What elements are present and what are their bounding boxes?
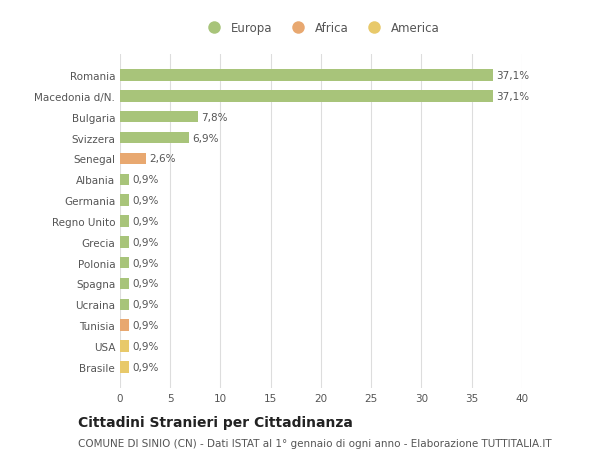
Text: 0,9%: 0,9% — [132, 258, 158, 268]
Text: 0,9%: 0,9% — [132, 196, 158, 206]
Bar — [120, 361, 129, 373]
Text: COMUNE DI SINIO (CN) - Dati ISTAT al 1° gennaio di ogni anno - Elaborazione TUTT: COMUNE DI SINIO (CN) - Dati ISTAT al 1° … — [78, 438, 551, 448]
Bar — [120, 341, 129, 352]
Bar — [120, 112, 199, 123]
Text: 6,9%: 6,9% — [193, 133, 219, 143]
Bar — [120, 153, 146, 165]
Text: Cittadini Stranieri per Cittadinanza: Cittadini Stranieri per Cittadinanza — [78, 415, 353, 429]
Text: 2,6%: 2,6% — [149, 154, 176, 164]
Text: 0,9%: 0,9% — [132, 217, 158, 226]
Text: 0,9%: 0,9% — [132, 300, 158, 310]
Bar — [120, 299, 129, 310]
Text: 0,9%: 0,9% — [132, 320, 158, 330]
Text: 0,9%: 0,9% — [132, 341, 158, 351]
Text: 37,1%: 37,1% — [496, 92, 529, 102]
Text: 37,1%: 37,1% — [496, 71, 529, 81]
Bar — [120, 216, 129, 227]
Bar — [120, 195, 129, 207]
Bar — [120, 91, 493, 102]
Legend: Europa, Africa, America: Europa, Africa, America — [197, 18, 445, 40]
Bar — [120, 174, 129, 185]
Text: 7,8%: 7,8% — [202, 112, 228, 123]
Bar — [120, 70, 493, 82]
Text: 0,9%: 0,9% — [132, 362, 158, 372]
Bar — [120, 133, 190, 144]
Bar — [120, 278, 129, 290]
Bar — [120, 320, 129, 331]
Bar — [120, 236, 129, 248]
Text: 0,9%: 0,9% — [132, 279, 158, 289]
Bar — [120, 257, 129, 269]
Text: 0,9%: 0,9% — [132, 237, 158, 247]
Text: 0,9%: 0,9% — [132, 175, 158, 185]
